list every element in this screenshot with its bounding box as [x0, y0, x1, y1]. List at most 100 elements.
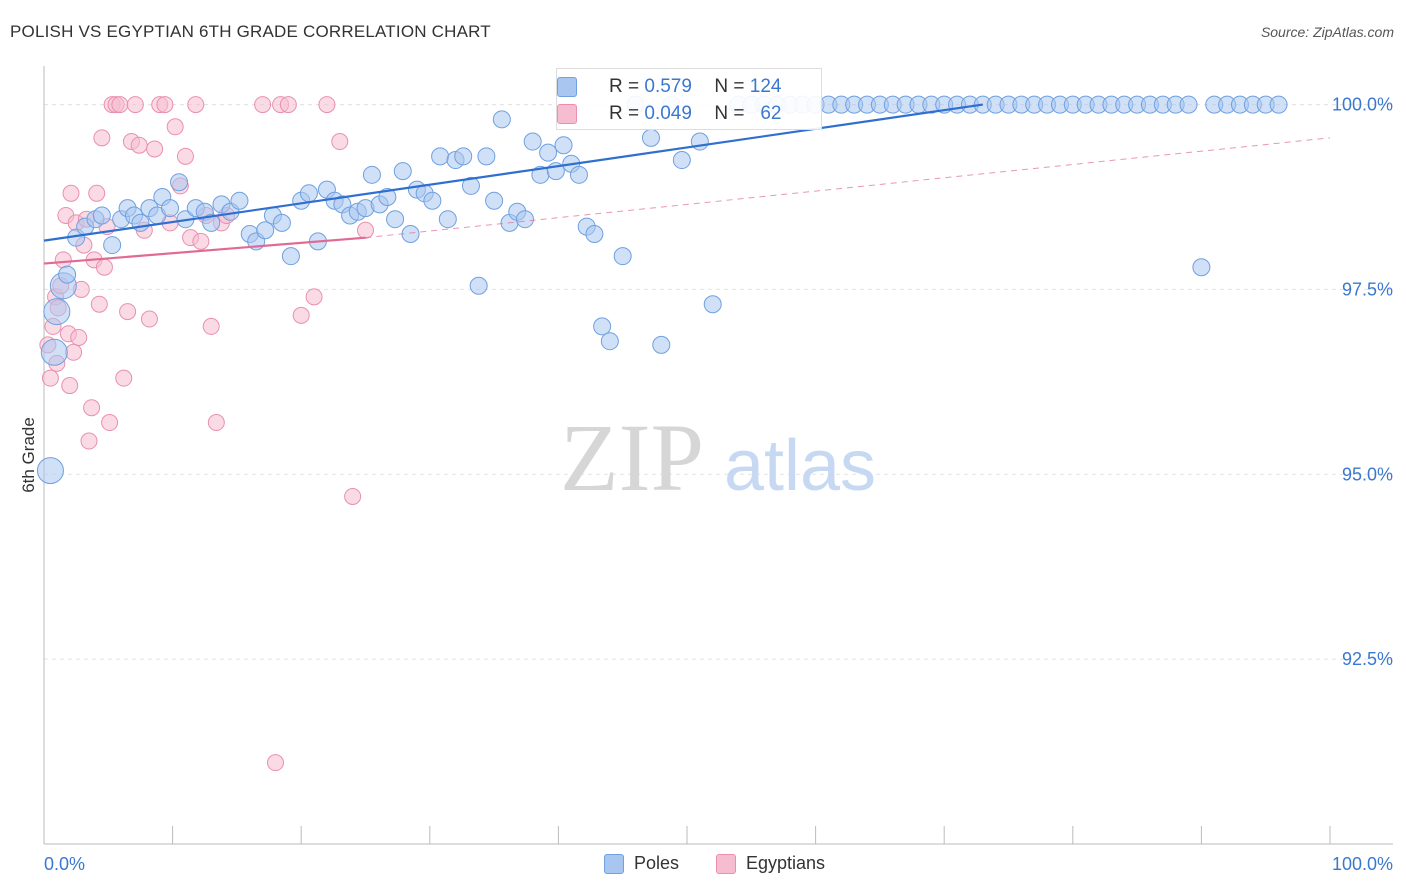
egyptians-point	[166, 118, 184, 136]
egyptians-point	[126, 96, 144, 114]
egyptians-point	[93, 129, 111, 147]
poles-legend-label: Poles	[634, 853, 680, 873]
poles-point	[1192, 258, 1211, 277]
poles-point	[485, 191, 504, 210]
poles-point	[438, 210, 457, 229]
correlation-legend: R = 0.579 N = 124 R = 0.049 N = 62	[556, 68, 822, 130]
poles-n-value: 124	[749, 76, 782, 97]
egyptians-n-value: 62	[760, 103, 782, 124]
poles-point	[469, 276, 488, 295]
legend-item-poles[interactable]: Poles	[604, 853, 679, 874]
poles-point	[554, 136, 573, 155]
x-tick-label-0: 0.0%	[44, 854, 85, 874]
poles-point	[202, 213, 221, 232]
egyptians-point	[140, 310, 158, 328]
poles-point	[569, 165, 588, 184]
poles-point	[161, 199, 180, 218]
poles-point	[131, 213, 150, 232]
egyptians-point	[70, 328, 88, 346]
egyptians-point	[318, 96, 336, 114]
egyptians-legend-swatch	[716, 853, 736, 874]
watermark: ZIP atlas	[560, 404, 876, 511]
egyptians-point	[192, 232, 210, 250]
poles-point	[170, 173, 189, 192]
series-legend: Poles Egyptians	[0, 850, 1406, 880]
egyptians-point	[146, 140, 164, 158]
poles-swatch	[557, 77, 577, 97]
egyptians-point	[305, 288, 323, 306]
egyptians-point	[292, 306, 310, 324]
egyptians-point	[95, 258, 113, 276]
egyptians-swatch	[557, 104, 577, 124]
egyptians-point	[187, 96, 205, 114]
poles-point	[539, 143, 558, 162]
poles-point	[299, 184, 318, 203]
legend-row-egyptians: R = 0.049 N = 62	[557, 101, 782, 127]
poles-n-label: N =	[714, 76, 745, 97]
poles-point	[652, 335, 671, 354]
poles-point	[461, 176, 480, 195]
poles-r-label: R =	[609, 76, 640, 97]
egyptians-point	[207, 414, 225, 432]
poles-point	[378, 188, 397, 207]
poles-point	[492, 110, 511, 129]
egyptians-point	[111, 96, 129, 114]
poles-point	[431, 147, 450, 166]
egyptians-point	[156, 96, 174, 114]
egyptians-trendline-extension	[365, 137, 1331, 239]
egyptians-point	[80, 432, 98, 450]
legend-item-egyptians[interactable]: Egyptians	[716, 853, 825, 874]
grid-lines	[44, 104, 1393, 660]
egyptians-point	[202, 317, 220, 335]
egyptians-point	[115, 369, 133, 387]
poles-point	[256, 221, 275, 240]
poles-point	[393, 162, 412, 181]
legend-row-poles: R = 0.579 N = 124	[557, 74, 782, 100]
poles-point	[230, 191, 249, 210]
watermark-zip: ZIP	[560, 404, 704, 511]
egyptians-point	[357, 221, 374, 239]
egyptians-point	[41, 369, 59, 387]
egyptians-point	[83, 399, 101, 417]
poles-point	[585, 224, 604, 243]
poles-legend-swatch	[604, 853, 624, 874]
x-tick-label-1: 100.0%	[1332, 854, 1393, 874]
poles-point	[703, 295, 722, 314]
egyptians-point	[101, 414, 119, 432]
egyptians-r-value: 0.049	[644, 103, 692, 124]
poles-point	[92, 206, 111, 225]
poles-point	[454, 147, 473, 166]
poles-point	[423, 191, 442, 210]
poles-point	[515, 210, 534, 229]
egyptians-point	[88, 184, 106, 202]
source-label: Source: ZipAtlas.com	[1260, 24, 1394, 40]
poles-point	[103, 236, 122, 255]
poles-point	[641, 128, 660, 147]
poles-point	[477, 147, 496, 166]
poles-r-value: 0.579	[644, 76, 692, 97]
y-axis-label: 6th Grade	[19, 417, 38, 493]
poles-point	[272, 213, 291, 232]
poles-point	[600, 332, 619, 351]
egyptians-trendline	[43, 236, 366, 265]
chart-title: POLISH VS EGYPTIAN 6TH GRADE CORRELATION…	[10, 22, 491, 41]
poles-point	[58, 265, 77, 284]
y-tick-label: 97.5%	[1342, 279, 1393, 299]
poles-point	[43, 298, 71, 326]
y-tick-label: 92.5%	[1342, 649, 1393, 669]
egyptians-point	[254, 96, 272, 114]
egyptians-point	[266, 754, 284, 772]
egyptians-point	[279, 96, 297, 114]
egyptians-point	[90, 295, 108, 313]
poles-point	[523, 132, 542, 151]
poles-point	[386, 210, 405, 229]
egyptians-point	[344, 487, 362, 505]
egyptians-point	[176, 147, 194, 165]
poles-point	[36, 457, 64, 485]
poles-point	[281, 247, 300, 266]
trendlines	[43, 103, 1331, 265]
poles-point	[672, 151, 691, 170]
egyptians-point	[62, 184, 80, 202]
egyptians-point	[54, 251, 72, 269]
